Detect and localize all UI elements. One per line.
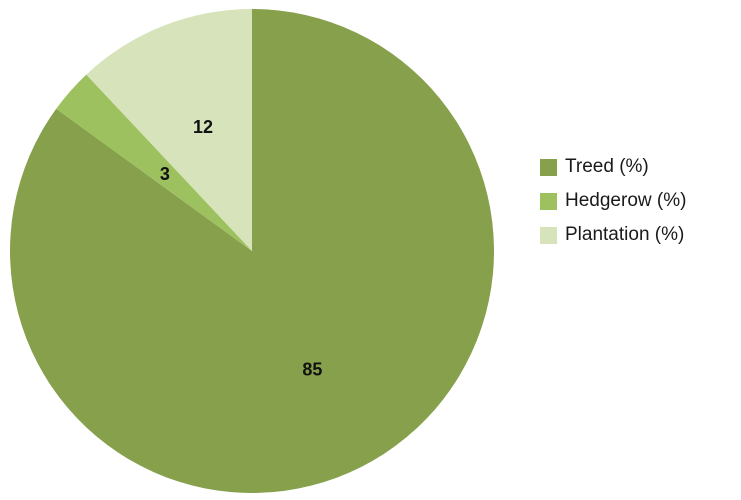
pie-slice-hedgerow [56, 74, 252, 251]
pie-slice-treed [10, 9, 495, 493]
data-label-hedgerow: 3 [160, 164, 170, 184]
legend-label-plantation: Plantation (%) [565, 224, 685, 245]
legend-swatch-treed [540, 158, 557, 176]
legend: Treed (%) Hedgerow (%) Plantation (%) [540, 150, 686, 252]
legend-swatch-plantation [540, 226, 557, 244]
data-label-treed: 85 [302, 360, 322, 380]
legend-item-plantation: Plantation (%) [540, 218, 686, 252]
data-label-plantation: 12 [193, 117, 213, 137]
legend-label-treed: Treed (%) [565, 156, 649, 177]
legend-item-treed: Treed (%) [540, 150, 686, 184]
pie-slice-plantation [86, 9, 252, 251]
legend-swatch-hedgerow [540, 192, 557, 210]
legend-label-hedgerow: Hedgerow (%) [565, 190, 687, 211]
legend-item-hedgerow: Hedgerow (%) [540, 184, 686, 218]
